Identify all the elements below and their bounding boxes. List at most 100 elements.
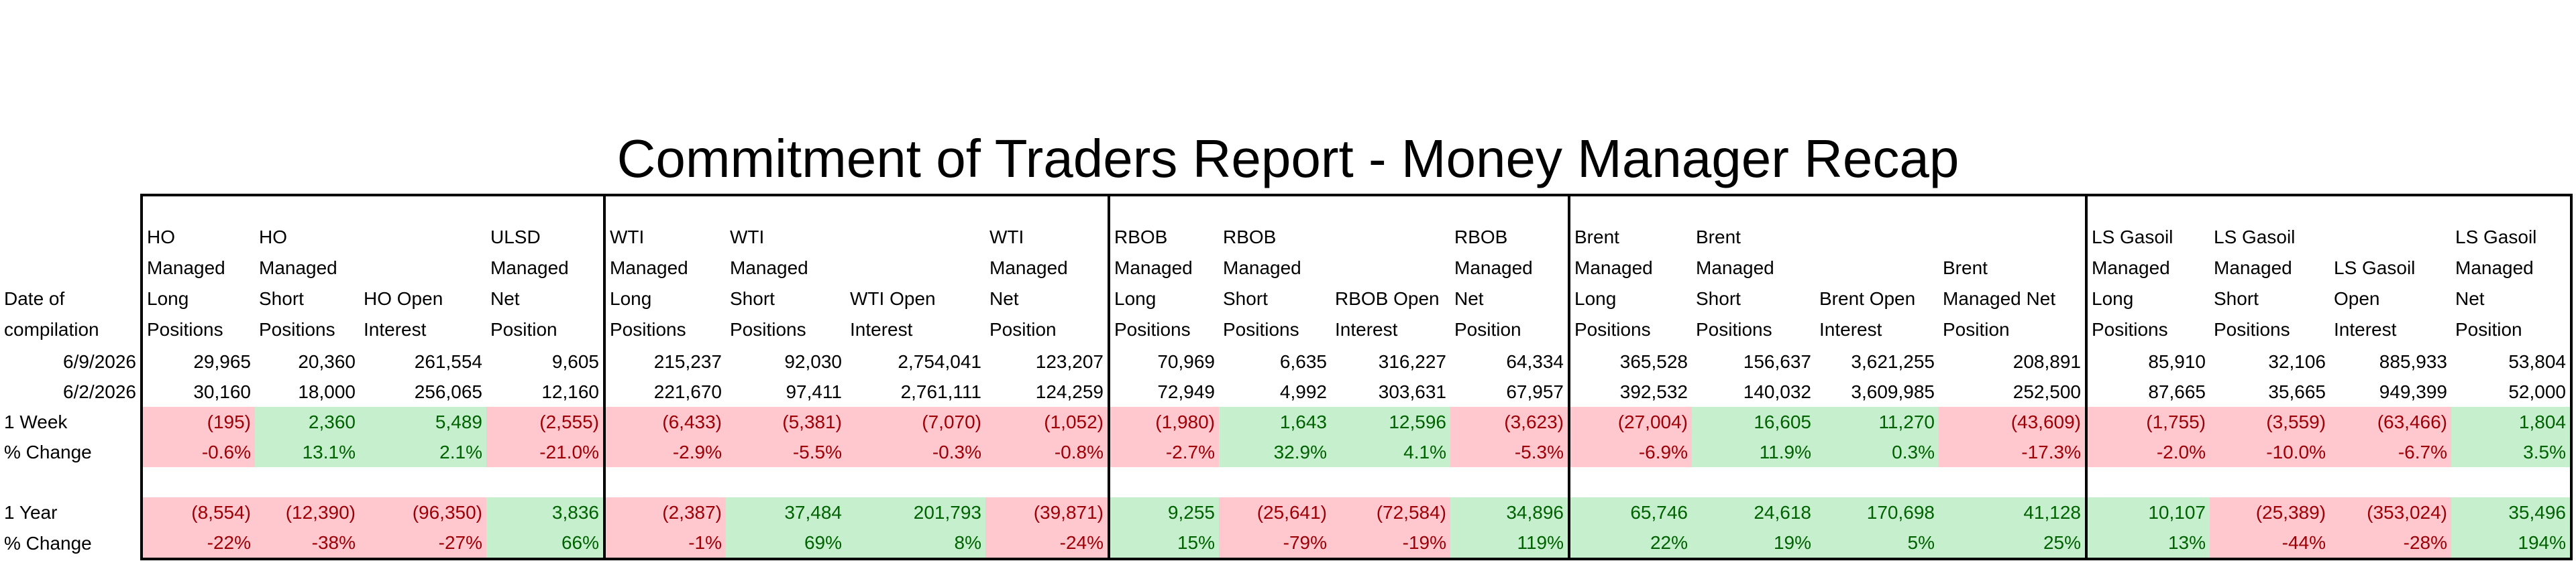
value-cell: (2,387) <box>603 497 726 527</box>
header-line: Short <box>730 288 775 309</box>
row-label: 6/9/2026 <box>63 351 136 372</box>
data-row: 1 Week (195) 2,360 5,489 (2,555) (6,433) (5,38… <box>0 407 2573 437</box>
value-cell: 66% <box>486 527 604 560</box>
header-line: Position <box>1943 319 2010 340</box>
header-line: Managed <box>259 257 337 278</box>
header-line: Position <box>1454 319 1521 340</box>
value-cell: 392,532 <box>1568 377 1692 407</box>
spacer-cell <box>2451 467 2573 497</box>
value-cell: 140,032 <box>1743 381 1811 402</box>
value-cell: 170,698 <box>1815 497 1939 527</box>
row-label: 1 Week <box>4 412 68 432</box>
spacer-cell <box>1219 467 1331 497</box>
column-header: RBOB Managed Short Positions <box>1219 194 1331 347</box>
value-cell: 221,670 <box>603 377 726 407</box>
value-cell: 52,000 <box>2451 377 2573 407</box>
header-line: Managed <box>490 257 569 278</box>
header-line: WTI <box>989 227 1024 247</box>
header-line: ULSD <box>490 227 541 247</box>
header-line: WTI <box>610 227 645 247</box>
header-line: Position <box>2455 319 2522 340</box>
value-cell: 156,637 <box>1743 351 1811 372</box>
header-line: LS Gasoil <box>2214 227 2296 247</box>
value-cell: 3,621,255 <box>1851 351 1935 372</box>
value-cell: 97,411 <box>786 381 842 402</box>
value-cell: 3.5% <box>2451 437 2573 467</box>
value-cell: -5.3% <box>1450 437 1569 467</box>
column-header: LS Gasoil Open Interest <box>2330 194 2451 347</box>
header-line: Net <box>1454 288 1484 309</box>
header-line: Open <box>2334 288 2380 309</box>
header-line: Brent Open <box>1819 288 1916 309</box>
value-cell: 10,107 <box>2085 497 2210 527</box>
value-cell: -2.9% <box>603 437 726 467</box>
header-line: Positions <box>259 319 335 340</box>
value-cell: (25,389) <box>2210 497 2330 527</box>
value-cell: (63,466) <box>2330 407 2451 437</box>
value-cell: (12,390) <box>255 497 360 527</box>
value-cell: -17.3% <box>1939 437 2086 467</box>
column-header: HO Open Interest <box>360 194 486 347</box>
value-cell: -0.6% <box>140 437 255 467</box>
spacer-cell <box>1108 467 1219 497</box>
value-cell: 1,804 <box>2451 407 2573 437</box>
header-line: Short <box>1223 288 1268 309</box>
value-cell: (25,641) <box>1219 497 1331 527</box>
header-line: Managed <box>1223 257 1301 278</box>
value-cell: (1,980) <box>1108 407 1219 437</box>
header-line: Interest <box>850 319 913 340</box>
value-cell: (195) <box>140 407 255 437</box>
row-label: % Change <box>4 533 92 554</box>
data-row: 1 Year (8,554) (12,390) (96,350) 3,836 (2,387… <box>0 497 2573 527</box>
spacer-cell <box>726 467 846 497</box>
value-cell: 949,399 <box>2379 381 2447 402</box>
value-cell: 72,949 <box>1108 377 1219 407</box>
value-cell: 12,596 <box>1331 407 1450 437</box>
value-cell: -6.7% <box>2330 437 2451 467</box>
header-line: Managed <box>1574 257 1653 278</box>
value-cell: 5% <box>1815 527 1939 560</box>
value-cell: 64,334 <box>1506 351 1564 372</box>
spacer-cell <box>2085 467 2210 497</box>
column-header: Brent Open Interest <box>1815 194 1939 347</box>
data-row: 6/9/2026 29,965 20,360 261,554 9,605 215,237 9… <box>0 347 2573 377</box>
value-cell: 32,106 <box>2268 351 2326 372</box>
row-label: % Change <box>4 442 92 462</box>
column-header: RBOB Open Interest <box>1331 194 1450 347</box>
header-line: Managed <box>1114 257 1193 278</box>
header-line: Brent <box>1943 257 1988 278</box>
value-cell: 2,360 <box>255 407 360 437</box>
value-cell: 3,609,985 <box>1851 381 1935 402</box>
value-cell: 252,500 <box>2012 381 2081 402</box>
header-line: Long <box>147 288 189 309</box>
spacer-cell <box>2210 467 2330 497</box>
value-cell: 18,000 <box>298 381 356 402</box>
value-cell: 13.1% <box>255 437 360 467</box>
value-cell: (7,070) <box>846 407 985 437</box>
header-line: Positions <box>2214 319 2290 340</box>
value-cell: (27,004) <box>1568 407 1692 437</box>
value-cell: -6.9% <box>1568 437 1692 467</box>
spacer-cell <box>1939 467 2086 497</box>
column-header: LS Gasoil Managed Short Positions <box>2210 194 2330 347</box>
value-cell: (6,433) <box>603 407 726 437</box>
value-cell: 4.1% <box>1331 437 1450 467</box>
value-cell: -0.3% <box>846 437 985 467</box>
header-line: Positions <box>1114 319 1191 340</box>
value-cell: (2,555) <box>486 407 604 437</box>
value-cell: 15% <box>1108 527 1219 560</box>
header-line: Brent <box>1696 227 1741 247</box>
header-line: HO Open <box>364 288 443 309</box>
value-cell: 85,910 <box>2085 347 2210 377</box>
header-line: HO <box>259 227 287 247</box>
column-header: Brent Managed Net Position <box>1939 194 2086 347</box>
data-row: 6/2/2026 30,160 18,000 256,065 12,160 221,670… <box>0 377 2573 407</box>
header-line: Positions <box>1223 319 1299 340</box>
value-cell: -2.0% <box>2085 437 2210 467</box>
value-cell: 12,160 <box>541 381 599 402</box>
column-header: LS Gasoil Managed Long Positions <box>2085 194 2210 347</box>
header-line: Positions <box>147 319 223 340</box>
value-cell: 208,891 <box>2012 351 2081 372</box>
value-cell: -28% <box>2330 527 2451 560</box>
